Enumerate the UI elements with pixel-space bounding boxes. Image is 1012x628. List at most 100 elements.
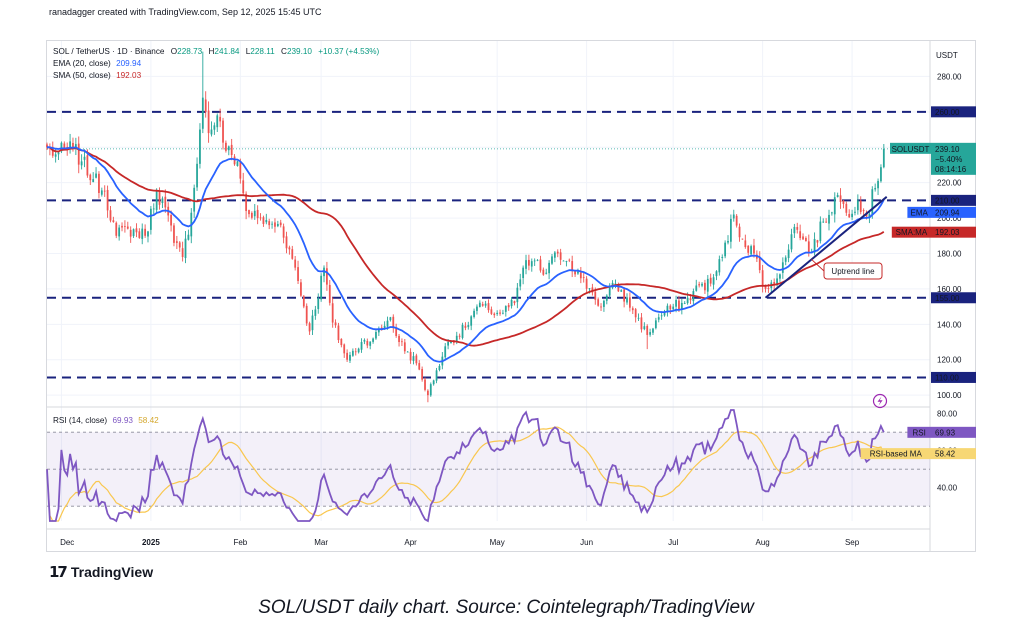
candle-body[interactable] xyxy=(672,306,675,310)
candle-body[interactable] xyxy=(793,226,796,234)
candle-body[interactable] xyxy=(447,342,449,346)
candle-body[interactable] xyxy=(617,284,620,292)
candle-body[interactable] xyxy=(807,241,810,254)
candle-body[interactable] xyxy=(845,203,848,213)
candle-body[interactable] xyxy=(551,256,553,264)
sma-50-line[interactable] xyxy=(46,146,885,347)
candle-body[interactable] xyxy=(297,267,299,281)
candle-body[interactable] xyxy=(507,305,510,308)
candle-body[interactable] xyxy=(854,211,856,213)
candle-body[interactable] xyxy=(657,317,660,320)
candle-body[interactable] xyxy=(764,285,767,289)
candle-body[interactable] xyxy=(98,173,100,193)
candle-body[interactable] xyxy=(346,352,348,360)
candle-body[interactable] xyxy=(340,338,343,346)
candle-body[interactable] xyxy=(750,246,752,255)
candle-body[interactable] xyxy=(141,228,144,239)
candle-body[interactable] xyxy=(839,195,842,203)
candle-body[interactable] xyxy=(525,260,527,269)
candle-body[interactable] xyxy=(490,309,493,314)
candle-body[interactable] xyxy=(568,259,571,261)
candle-body[interactable] xyxy=(539,259,542,271)
candle-body[interactable] xyxy=(276,224,279,227)
candle-body[interactable] xyxy=(149,208,152,230)
candle-body[interactable] xyxy=(360,342,363,350)
candle-body[interactable] xyxy=(242,180,245,194)
candle-body[interactable] xyxy=(328,284,331,303)
candle-body[interactable] xyxy=(663,312,666,316)
candle-body[interactable] xyxy=(147,231,149,237)
candle-body[interactable] xyxy=(502,312,504,314)
candle-body[interactable] xyxy=(155,191,158,210)
candle-body[interactable] xyxy=(874,187,877,190)
candle-body[interactable] xyxy=(253,210,256,217)
candle-body[interactable] xyxy=(787,249,790,259)
candle-body[interactable] xyxy=(675,299,677,307)
candle-body[interactable] xyxy=(124,226,126,227)
candle-body[interactable] xyxy=(614,283,617,285)
candle-body[interactable] xyxy=(698,284,701,286)
candle-body[interactable] xyxy=(484,303,487,306)
candle-body[interactable] xyxy=(144,228,147,236)
candle-body[interactable] xyxy=(421,369,424,380)
candle-body[interactable] xyxy=(478,302,481,307)
candle-body[interactable] xyxy=(412,356,415,361)
candle-body[interactable] xyxy=(880,167,882,182)
candle-body[interactable] xyxy=(187,234,190,240)
candle-body[interactable] xyxy=(683,303,686,304)
candle-body[interactable] xyxy=(363,339,366,342)
candle-body[interactable] xyxy=(213,125,216,130)
candle-body[interactable] xyxy=(300,282,302,296)
candle-body[interactable] xyxy=(597,299,600,306)
candle-body[interactable] xyxy=(427,390,429,396)
candle-body[interactable] xyxy=(248,210,250,215)
candle-body[interactable] xyxy=(69,141,71,149)
candle-body[interactable] xyxy=(377,328,380,333)
candle-body[interactable] xyxy=(851,213,853,218)
candle-body[interactable] xyxy=(409,351,412,361)
candle-body[interactable] xyxy=(403,342,406,352)
candle-body[interactable] xyxy=(458,335,461,337)
candle-body[interactable] xyxy=(496,312,499,315)
trendline-layer[interactable]: Uptrend line xyxy=(764,196,888,299)
candle-body[interactable] xyxy=(868,214,871,218)
candle-body[interactable] xyxy=(701,283,703,286)
candle-body[interactable] xyxy=(100,190,103,195)
candle-body[interactable] xyxy=(585,278,588,289)
candle-body[interactable] xyxy=(164,196,167,208)
candle-body[interactable] xyxy=(729,218,732,242)
candle-body[interactable] xyxy=(605,295,608,301)
candle-body[interactable] xyxy=(455,335,458,342)
candle-body[interactable] xyxy=(761,270,764,287)
candle-body[interactable] xyxy=(256,209,259,219)
candle-body[interactable] xyxy=(239,161,242,179)
candle-body[interactable] xyxy=(80,161,83,166)
candle-body[interactable] xyxy=(620,290,623,292)
candle-body[interactable] xyxy=(233,156,236,165)
candle-body[interactable] xyxy=(516,287,519,303)
candle-body[interactable] xyxy=(193,187,196,212)
candle-body[interactable] xyxy=(577,271,579,274)
rsi-line[interactable] xyxy=(46,409,885,523)
candle-body[interactable] xyxy=(799,231,802,239)
candle-body[interactable] xyxy=(842,200,845,204)
candle-body[interactable] xyxy=(790,234,793,250)
candle-body[interactable] xyxy=(170,214,172,226)
candle-body[interactable] xyxy=(158,190,161,205)
candle-body[interactable] xyxy=(305,305,308,324)
candle-body[interactable] xyxy=(784,257,787,262)
candle-body[interactable] xyxy=(519,279,522,287)
candle-body[interactable] xyxy=(862,210,865,212)
candle-body[interactable] xyxy=(178,242,181,248)
candle-body[interactable] xyxy=(695,285,698,291)
candle-body[interactable] xyxy=(530,261,533,267)
candle-body[interactable] xyxy=(802,236,804,240)
candle-body[interactable] xyxy=(262,217,265,224)
candle-body[interactable] xyxy=(680,302,683,310)
candle-body[interactable] xyxy=(320,275,323,300)
rsi-lines[interactable] xyxy=(46,409,885,523)
candle-body[interactable] xyxy=(311,315,314,331)
candle-body[interactable] xyxy=(652,328,654,333)
candle-body[interactable] xyxy=(470,316,473,326)
candle-body[interactable] xyxy=(129,229,132,237)
